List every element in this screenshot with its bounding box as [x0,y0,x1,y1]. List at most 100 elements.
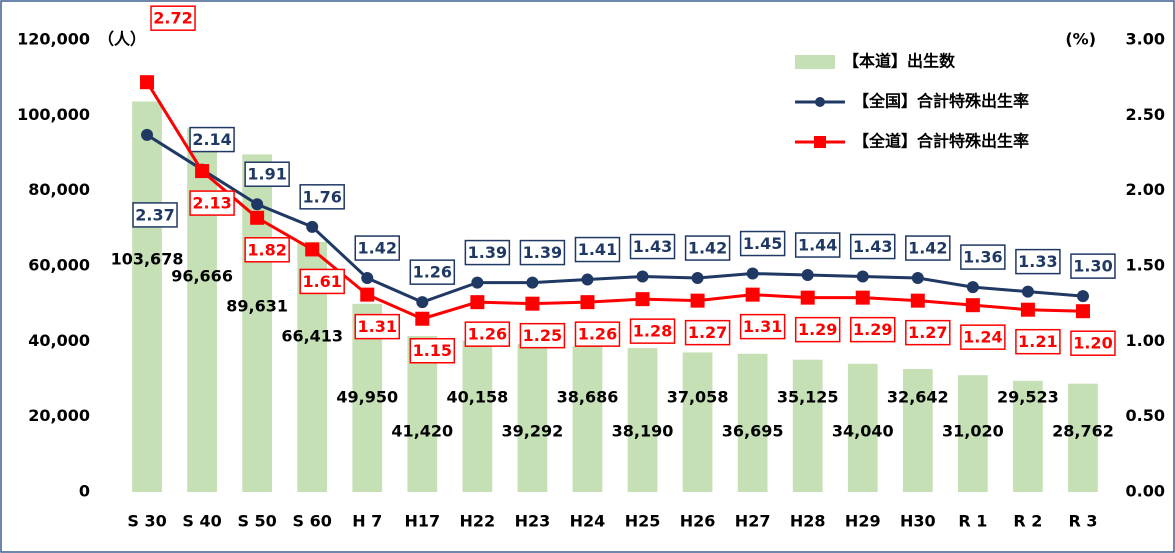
bar [187,127,217,492]
data-label: 1.28 [633,322,672,341]
marker [690,293,705,308]
marker [526,276,539,289]
bar [517,344,548,492]
marker [911,272,924,285]
marker [855,290,870,305]
marker [746,267,759,280]
data-label: 1.26 [578,325,617,344]
y2-tick-label: 1.00 [1126,331,1165,350]
x-tick-label: R 2 [1013,512,1042,531]
marker [525,296,540,311]
data-label: 1.29 [798,320,837,339]
bar-value-label: 31,020 [942,422,1004,441]
marker [636,270,649,283]
data-label: 1.24 [963,328,1002,347]
bar [132,101,162,493]
marker [1021,285,1034,298]
data-label-box [794,232,841,258]
legend-swatch [795,55,835,69]
marker [1075,304,1090,319]
data-label-box [150,5,196,31]
y2-tick-label: 0.50 [1126,406,1165,425]
data-label: 1.29 [853,320,892,339]
data-label: 1.31 [743,317,782,336]
data-label: 1.31 [358,317,397,336]
marker [195,164,210,179]
data-label-box [1070,253,1116,279]
x-tick-label: H23 [515,512,551,531]
marker [415,311,430,326]
data-label: 1.43 [633,237,672,256]
bar [1068,383,1098,492]
data-label: 1.26 [413,263,452,282]
legend-marker [815,97,825,107]
legend-label: 【全道】合計特殊出生率 [853,132,1029,151]
data-label-box [1015,248,1061,275]
data-label: 2.37 [135,205,174,224]
marker [1020,302,1035,317]
x-tick-label: H28 [790,512,826,531]
x-tick-label: S 50 [237,512,276,531]
bar [792,359,823,492]
y-tick-label: 0 [79,482,90,501]
bar-value-label: 34,040 [832,422,894,441]
data-label-box [905,319,951,346]
data-label-box [960,324,1006,350]
data-label-box [850,233,896,260]
data-label-box [464,321,511,347]
marker [1076,290,1089,303]
data-label-box [574,321,621,347]
data-label: 1.39 [523,243,562,262]
data-label: 1.20 [1073,334,1112,353]
data-label-box [905,235,951,261]
data-label: 1.41 [578,240,617,259]
legend-label: 【全国】合計特殊出生率 [853,92,1029,111]
data-label: 1.26 [468,325,507,344]
bar-value-label: 37,058 [667,388,729,407]
bar-value-label: 36,695 [722,422,784,441]
y-tick-label: 100,000 [17,105,90,124]
bar [682,352,713,492]
data-label: 1.42 [358,239,397,258]
marker [800,290,815,305]
data-label-box [299,184,345,210]
data-label: 1.76 [302,187,341,206]
y-axis-unit: （人） [98,30,146,49]
bar-value-label: 49,950 [336,388,398,407]
marker [251,198,264,211]
x-tick-label: S 60 [293,512,332,531]
y-tick-label: 120,000 [17,30,90,49]
marker [745,287,760,302]
marker [471,276,484,289]
data-label-box [1070,330,1116,356]
data-label-box [299,268,345,295]
data-label: 1.82 [247,240,286,259]
legend-marker [814,136,826,148]
bar-value-label: 38,190 [612,422,674,441]
data-label-box [519,239,566,266]
data-label-box [354,313,400,340]
bar-value-label: 29,523 [997,388,1059,407]
data-label: 1.27 [908,323,947,342]
y2-tick-label: 0.00 [1126,482,1165,501]
data-label-box [354,235,400,261]
data-label-box [189,126,235,153]
marker [910,293,925,308]
data-label: 1.43 [853,237,892,256]
data-label: 1.30 [1073,257,1112,276]
data-label: 2.14 [192,130,231,149]
bar [737,353,768,492]
marker [416,296,429,309]
x-tick-label: S 30 [127,512,166,531]
data-label-box [1015,328,1061,355]
bar-value-label: 39,292 [502,422,564,441]
bar [462,340,493,492]
data-label-box [244,237,290,263]
data-label-box [574,236,621,263]
data-label-box [960,244,1006,270]
bar [572,346,603,492]
bar-value-label: 89,631 [226,297,288,316]
marker [360,287,375,302]
